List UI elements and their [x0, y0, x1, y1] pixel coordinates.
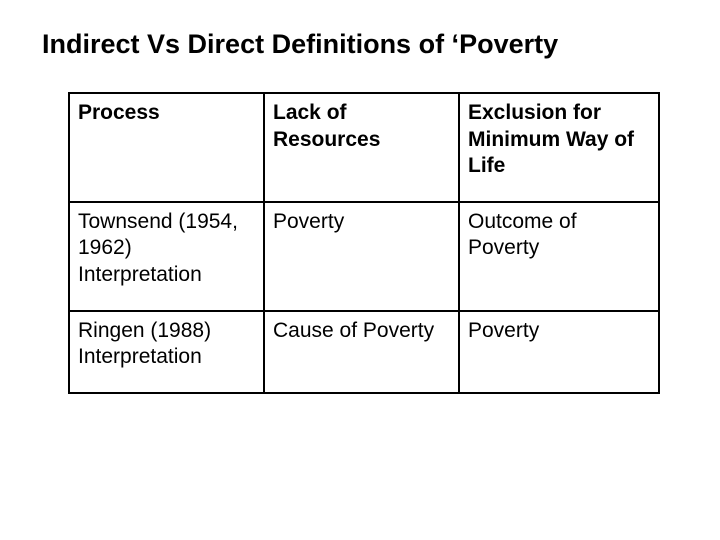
- slide-title: Indirect Vs Direct Definitions of ‘Pover…: [42, 28, 680, 60]
- cell-ringen-exclusion: Poverty: [459, 311, 659, 394]
- table-row: Ringen (1988) Interpretation Cause of Po…: [69, 311, 659, 394]
- header-cell-lack-of-resources: Lack of Resources: [264, 93, 459, 202]
- cell-townsend-exclusion: Outcome of Poverty: [459, 202, 659, 311]
- cell-townsend-label: Townsend (1954, 1962) Interpretation: [69, 202, 264, 311]
- definitions-table: Process Lack of Resources Exclusion for …: [68, 92, 660, 394]
- table-header-row: Process Lack of Resources Exclusion for …: [69, 93, 659, 202]
- cell-ringen-label: Ringen (1988) Interpretation: [69, 311, 264, 394]
- cell-ringen-lack: Cause of Poverty: [264, 311, 459, 394]
- header-cell-exclusion: Exclusion for Minimum Way of Life: [459, 93, 659, 202]
- header-cell-process: Process: [69, 93, 264, 202]
- slide: Indirect Vs Direct Definitions of ‘Pover…: [0, 0, 720, 540]
- table-row: Townsend (1954, 1962) Interpretation Pov…: [69, 202, 659, 311]
- cell-townsend-lack: Poverty: [264, 202, 459, 311]
